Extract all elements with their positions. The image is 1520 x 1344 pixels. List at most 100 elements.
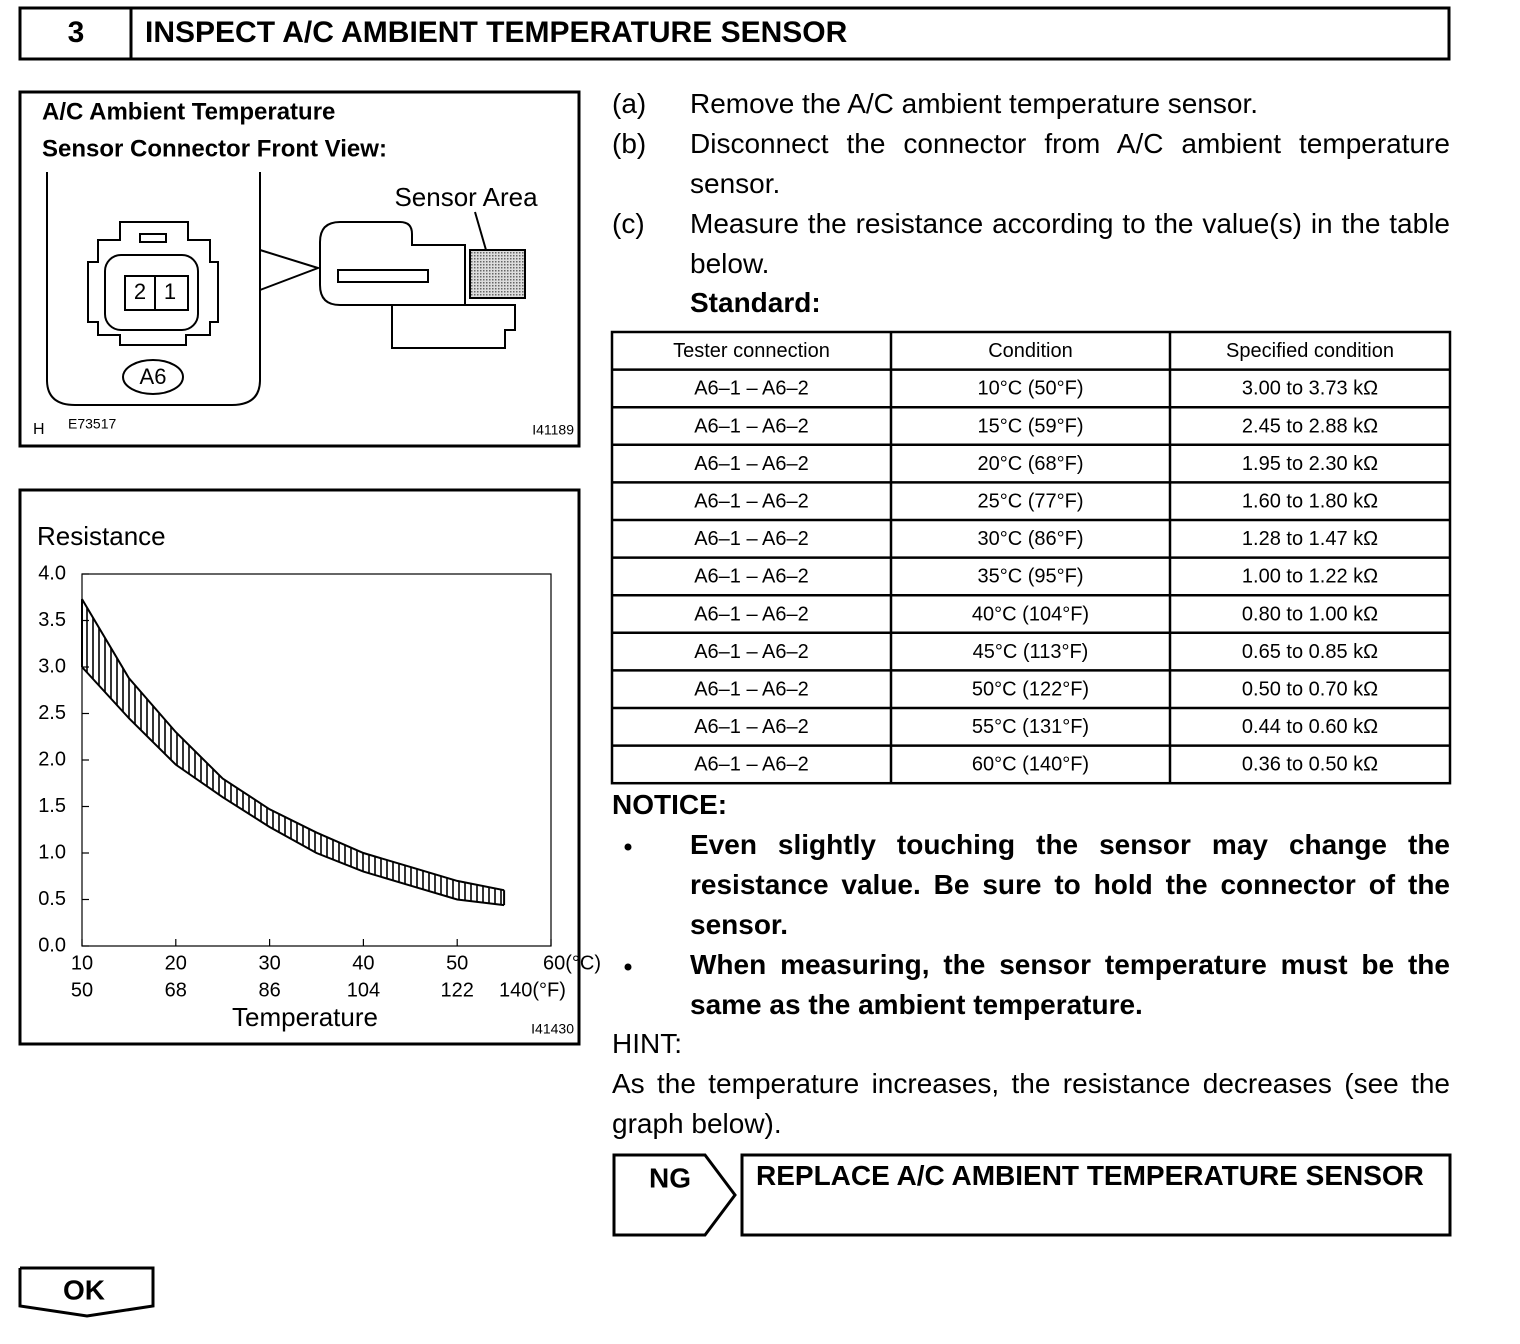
view-outline [46,172,261,406]
graph-id: I41430 [531,1021,574,1037]
table-cell: 1.00 to 1.22 kΩ [1242,566,1378,588]
x2-tick-label: 86 [258,979,280,1001]
x2-tick-label: 50 [71,979,93,1001]
bullet [624,963,632,971]
x2-tick-label: 122 [441,979,474,1001]
notice-item: When measuring, the sensor temperature m… [690,949,1450,1020]
sensor-body [319,221,466,306]
table-cell: A6–1 – A6–2 [694,566,809,588]
step-text: Measure the resistance according to the … [690,208,1450,279]
x2-tick-label: 140(°F) [499,979,566,1001]
sensor-area-label: Sensor Area [394,182,538,212]
pin-label: 2 [134,279,146,304]
table-cell: 55°C (131°F) [972,716,1089,738]
ok-arrow [18,1266,155,1318]
latch [139,233,167,243]
step-text: Remove the A/C ambient temperature senso… [690,88,1259,119]
table-cell: 15°C (59°F) [977,415,1083,437]
table-cell: A6–1 – A6–2 [694,453,809,475]
table-cell: A6–1 – A6–2 [694,641,809,663]
table-cell: 1.28 to 1.47 kΩ [1242,528,1378,550]
step-text: Disconnect the connector from A/C ambien… [690,128,1450,199]
y-axis-label: Resistance [37,521,166,551]
figure-box [18,90,581,448]
y-tick-label: 4.0 [38,562,66,584]
table-cell: 3.00 to 3.73 kΩ [1242,378,1378,400]
hint-text: As the temperature increases, the resist… [612,1068,1450,1139]
leader-line [474,211,487,251]
figure-title: Sensor Connector Front View: [42,135,387,162]
y-tick-label: 0.5 [38,888,66,910]
table-cell: A6–1 – A6–2 [694,754,809,776]
ng-text: REPLACE A/C AMBIENT TEMPERATURE SENSOR [756,1160,1424,1191]
pin-box [124,275,189,311]
table-cell: A6–1 – A6–2 [694,490,809,512]
connector-drawing [46,172,526,406]
table-header: Specified condition [1226,340,1394,362]
table-cell: A6–1 – A6–2 [694,378,809,400]
notice-title: NOTICE: [612,789,728,820]
y-tick-label: 1.0 [38,841,66,863]
band-edge [81,666,505,907]
table-cell: 50°C (122°F) [972,678,1089,700]
x-tick-label: 30 [258,952,280,974]
graph-box [18,488,581,1046]
y-tick-label: 1.5 [38,795,66,817]
sensor-slot [337,269,429,283]
y-tick-label: 3.0 [38,655,66,677]
table-cell: 0.44 to 0.60 kΩ [1242,716,1378,738]
x-tick-label: 60(°C) [543,952,601,974]
ng-arrow [612,1153,737,1237]
table-cell: A6–1 – A6–2 [694,716,809,738]
band-hatch [82,599,505,906]
table-cell: 25°C (77°F) [977,490,1083,512]
table-cell: A6–1 – A6–2 [694,415,809,437]
x2-tick-label: 68 [165,979,187,1001]
table-cell: 60°C (140°F) [972,754,1089,776]
connector-tag [122,359,184,395]
header-box [18,6,1451,61]
x-axis-label: Temperature [232,1002,378,1032]
figure-id: I41189 [532,422,574,438]
table-cell: A6–1 – A6–2 [694,528,809,550]
frames [18,6,1452,1318]
standard-label: Standard: [690,287,821,318]
sensor-base [391,304,516,349]
corner-mark: H [33,421,45,438]
step-label: (a) [612,88,647,119]
ng-label: NG [649,1162,691,1193]
step-label: (c) [612,208,645,239]
connector-label: A6 [140,364,167,389]
callout [259,249,322,291]
ng-box [740,1153,1452,1237]
sensor-area [469,249,526,299]
table-cell: A6–1 – A6–2 [694,603,809,625]
table-cell: 30°C (86°F) [977,528,1083,550]
table-cell: 10°C (50°F) [977,378,1083,400]
header-number: 3 [68,16,85,49]
x-tick-label: 40 [352,952,374,974]
table-cell: 0.65 to 0.85 kΩ [1242,641,1378,663]
ok-label: OK [63,1274,105,1305]
step-label: (b) [612,128,647,159]
table-cell: 1.60 to 1.80 kΩ [1242,490,1378,512]
table-cell: 0.50 to 0.70 kΩ [1242,678,1378,700]
header-title: INSPECT A/C AMBIENT TEMPERATURE SENSOR [145,16,848,49]
y-tick-label: 0.0 [38,934,66,956]
pin-label: 1 [164,279,176,304]
connector-inner [104,254,199,331]
table-cell: 40°C (104°F) [972,603,1089,625]
table-cell: 0.36 to 0.50 kΩ [1242,754,1378,776]
bullet [624,843,632,851]
table-cell: 1.95 to 2.30 kΩ [1242,453,1378,475]
hint-title: HINT: [612,1028,682,1059]
table-cell: 45°C (113°F) [973,641,1089,663]
table-cell: 35°C (95°F) [977,566,1083,588]
table-cell: 0.80 to 1.00 kΩ [1242,603,1378,625]
y-tick-label: 2.5 [38,702,66,724]
connector-outer [87,221,219,346]
band-edge [81,598,505,892]
notice-item: Even slightly touching the sensor may ch… [690,829,1450,940]
